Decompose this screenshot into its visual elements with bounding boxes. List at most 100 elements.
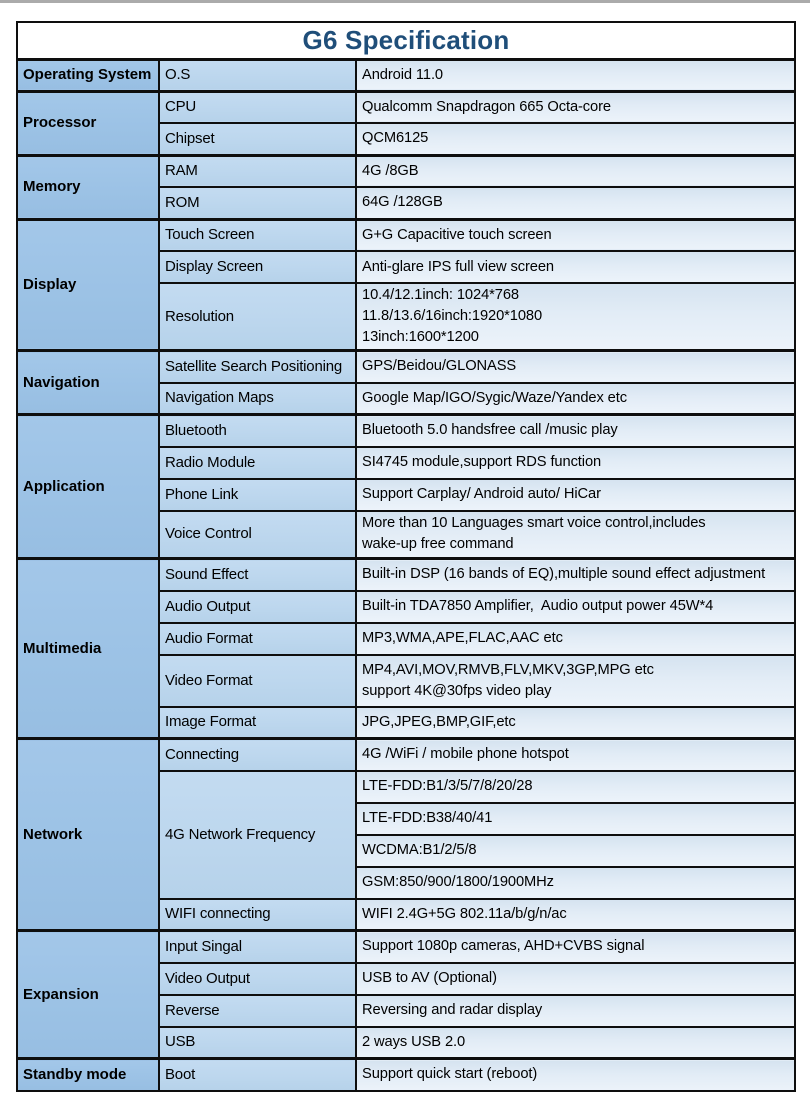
value-navigation-maps: Google Map/IGO/Sygic/Waze/Yandex etc [354,381,797,416]
label-connecting: Connecting [158,737,357,772]
table-row: Network Connecting 4G /WiFi / mobile pho… [16,737,797,932]
category-standby-mode: Standby mode [16,1057,160,1092]
label-satellite-positioning: Satellite Search Positioning [158,349,357,384]
value-reverse: Reversing and radar display [354,993,797,1028]
label-usb: USB [158,1025,357,1060]
table-row: ROM 64G /128GB [17,186,797,220]
value-image-format: JPG,JPEG,BMP,GIF,etc [354,705,797,740]
category-navigation: Navigation [16,349,160,416]
label-chipset: Chipset [158,122,357,156]
value-phone-link: Support Carplay/ Android auto/ HiCar [354,477,797,512]
label-4g-network-frequency: 4G Network Frequency [158,769,357,900]
value-audio-format: MP3,WMA,APE,FLAC,AAC etc [354,621,797,656]
value-touch-screen: G+G Capacitive touch screen [354,217,797,252]
table-row: Phone Link Support Carplay/ Android auto… [17,477,797,512]
table-row: Navigation Satellite Search Positioning … [16,349,797,416]
value-rom: 64G /128GB [354,186,797,220]
label-sound-effect: Sound Effect [158,557,357,592]
value-display-screen: Anti-glare IPS full view screen [354,250,797,284]
label-reverse: Reverse [158,993,357,1028]
label-rom: ROM [158,186,357,220]
label-os: O.S [158,57,357,92]
table-row: WCDMA:B1/2/5/8 [17,833,797,868]
label-audio-output: Audio Output [158,589,357,624]
table-row: Standby mode Boot Support quick start (r… [16,1057,797,1092]
table-row: Audio Format MP3,WMA,APE,FLAC,AAC etc [17,621,797,656]
table-row: Application Bluetooth Bluetooth 5.0 hand… [16,413,797,560]
value-wifi-connecting: WIFI 2.4G+5G 802.11a/b/g/n/ac [354,897,797,932]
table-row: Operating System O.S Android 11.0 [16,57,797,92]
value-boot: Support quick start (reboot) [354,1057,797,1092]
title-row: G6 Specification [15,21,797,60]
value-os: Android 11.0 [354,57,797,92]
table-row: Video Format MP4,AVI,MOV,RMVB,FLV,MKV,3G… [17,653,797,708]
label-wifi-connecting: WIFI connecting [158,897,357,932]
value-video-format: MP4,AVI,MOV,RMVB,FLV,MKV,3GP,MPG etc sup… [354,653,797,708]
category-network: Network [16,737,160,932]
table-row: Multimedia Sound Effect Built-in DSP (16… [16,557,797,740]
value-sound-effect: Built-in DSP (16 bands of EQ),multiple s… [354,557,797,592]
label-navigation-maps: Navigation Maps [158,381,357,416]
table-row: USB 2 ways USB 2.0 [17,1025,797,1060]
category-processor: Processor [16,89,160,156]
label-bluetooth: Bluetooth [158,413,357,448]
label-video-output: Video Output [158,961,357,996]
table-row: LTE-FDD:B38/40/41 [17,801,797,836]
table-row: Chipset QCM6125 [17,122,797,156]
label-boot: Boot [158,1057,357,1092]
label-ram: RAM [158,153,357,188]
label-touch-screen: Touch Screen [158,217,357,252]
value-usb: 2 ways USB 2.0 [354,1025,797,1060]
label-resolution: Resolution [158,282,357,352]
category-multimedia: Multimedia [16,557,160,740]
value-resolution: 10.4/12.1inch: 1024*768 11.8/13.6/16inch… [354,282,797,352]
table-row: Display Screen Anti-glare IPS full view … [17,250,797,284]
table-row: Image Format JPG,JPEG,BMP,GIF,etc [17,705,797,740]
label-radio-module: Radio Module [158,445,357,480]
table-row: Display Touch Screen G+G Capacitive touc… [16,217,797,352]
table-row: Video Output USB to AV (Optional) [17,961,797,996]
table-row: Memory RAM 4G /8GB [16,153,797,220]
table-row: Reverse Reversing and radar display [17,993,797,1028]
category-application: Application [16,413,160,560]
label-input-signal: Input Singal [158,929,357,964]
value-lte-fdd-2: LTE-FDD:B38/40/41 [354,801,797,836]
value-radio-module: SI4745 module,support RDS function [354,445,797,480]
category-display: Display [16,217,160,352]
table-row: WIFI connecting WIFI 2.4G+5G 802.11a/b/g… [17,897,797,932]
category-operating-system: Operating System [16,57,160,92]
table-row: GSM:850/900/1800/1900MHz [17,865,797,900]
label-display-screen: Display Screen [158,250,357,284]
value-ram: 4G /8GB [354,153,797,188]
table-row: 4G Network Frequency LTE-FDD:B1/3/5/7/8/… [17,769,797,900]
page-top-edge [0,0,810,3]
label-image-format: Image Format [158,705,357,740]
label-voice-control: Voice Control [158,509,357,560]
label-phone-link: Phone Link [158,477,357,512]
value-chipset: QCM6125 [354,122,797,156]
value-lte-fdd-1: LTE-FDD:B1/3/5/7/8/20/28 [354,769,797,804]
table-row: Voice Control More than 10 Languages sma… [17,509,797,560]
category-memory: Memory [16,153,160,220]
table-row: Radio Module SI4745 module,support RDS f… [17,445,797,480]
label-audio-format: Audio Format [158,621,357,656]
page-title: G6 Specification [15,21,797,60]
value-gsm: GSM:850/900/1800/1900MHz [354,865,797,900]
value-voice-control: More than 10 Languages smart voice contr… [354,509,797,560]
value-wcdma: WCDMA:B1/2/5/8 [354,833,797,868]
value-audio-output: Built-in TDA7850 Amplifier, Audio output… [354,589,797,624]
table-row: Processor CPU Qualcomm Snapdragon 665 Oc… [16,89,797,156]
value-cpu: Qualcomm Snapdragon 665 Octa-core [354,89,797,124]
table-row: Expansion Input Singal Support 1080p cam… [16,929,797,1060]
value-video-output: USB to AV (Optional) [354,961,797,996]
value-connecting: 4G /WiFi / mobile phone hotspot [354,737,797,772]
label-cpu: CPU [158,89,357,124]
value-input-signal: Support 1080p cameras, AHD+CVBS signal [354,929,797,964]
table-row: Navigation Maps Google Map/IGO/Sygic/Waz… [17,381,797,416]
specification-table: G6 Specification Operating System O.S An… [15,21,797,1092]
table-row: Audio Output Built-in TDA7850 Amplifier,… [17,589,797,624]
table-row: Resolution 10.4/12.1inch: 1024*768 11.8/… [17,282,797,352]
value-bluetooth: Bluetooth 5.0 handsfree call /music play [354,413,797,448]
category-expansion: Expansion [16,929,160,1060]
label-video-format: Video Format [158,653,357,708]
